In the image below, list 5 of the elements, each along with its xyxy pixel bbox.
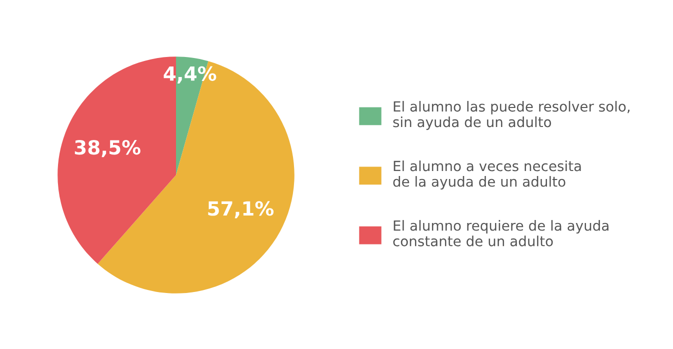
data-label: 38,5%	[74, 140, 140, 158]
legend-label: El alumno requiere de la ayuda constante de un adulto	[393, 220, 608, 246]
data-label: 57,1%	[208, 201, 274, 218]
legend-label: El alumno las puede resolver solo, sin ayuda de un adulto	[393, 100, 630, 130]
legend-label: El alumno a veces necesita de la ayuda de un adulto	[393, 160, 581, 190]
